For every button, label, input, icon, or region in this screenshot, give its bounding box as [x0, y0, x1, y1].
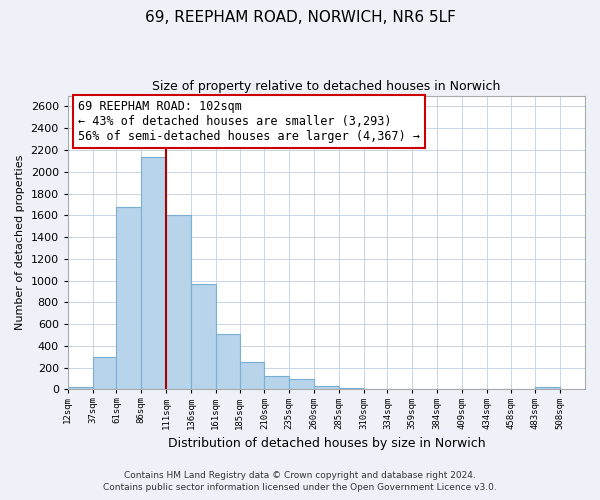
Bar [141, 156, 166, 390]
Bar [166, 216, 191, 390]
Text: 69, REEPHAM ROAD, NORWICH, NR6 5LF: 69, REEPHAM ROAD, NORWICH, NR6 5LF [145, 10, 455, 25]
Bar [191, 284, 216, 390]
Y-axis label: Number of detached properties: Number of detached properties [15, 155, 25, 330]
Bar [68, 388, 92, 390]
Bar [92, 357, 116, 390]
Bar [364, 388, 388, 390]
Bar [289, 378, 314, 390]
Text: 69 REEPHAM ROAD: 102sqm
← 43% of detached houses are smaller (3,293)
56% of semi: 69 REEPHAM ROAD: 102sqm ← 43% of detache… [78, 100, 420, 143]
Bar [265, 376, 289, 390]
Bar [116, 206, 141, 390]
Bar [314, 386, 339, 390]
Bar [216, 334, 239, 390]
Bar [535, 388, 560, 390]
Bar [339, 388, 364, 390]
Text: Contains HM Land Registry data © Crown copyright and database right 2024.
Contai: Contains HM Land Registry data © Crown c… [103, 471, 497, 492]
Title: Size of property relative to detached houses in Norwich: Size of property relative to detached ho… [152, 80, 500, 93]
X-axis label: Distribution of detached houses by size in Norwich: Distribution of detached houses by size … [167, 437, 485, 450]
Bar [239, 362, 265, 390]
